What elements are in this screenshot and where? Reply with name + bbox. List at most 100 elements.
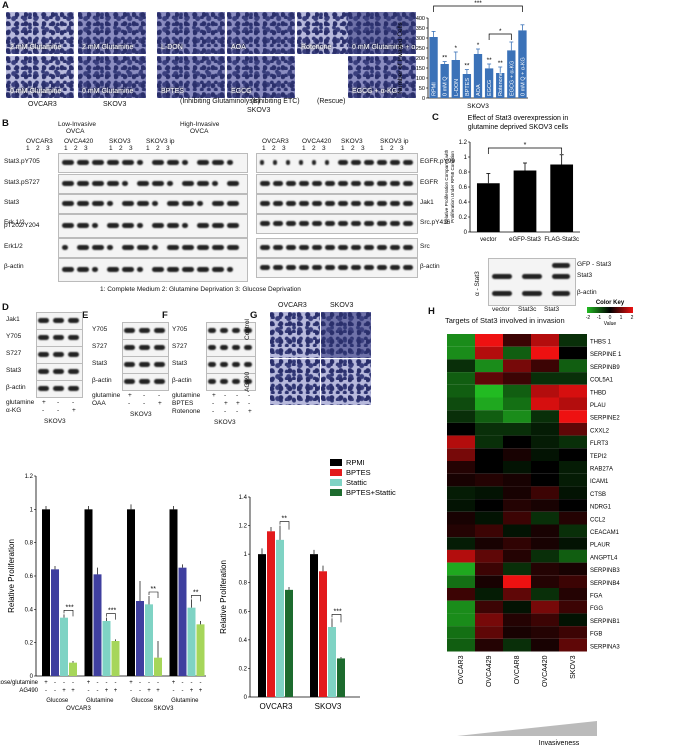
heatmap-row-label: RAB27A xyxy=(590,467,613,473)
band xyxy=(220,345,228,350)
band xyxy=(182,245,194,250)
band xyxy=(38,386,49,391)
panel-b-legend: 1: Complete Medium 2: Glutamine Deprivat… xyxy=(100,286,301,293)
y-tick-label: 0.2 xyxy=(239,666,248,672)
heatmap-cell xyxy=(475,384,503,398)
def-row-label: β-actin xyxy=(92,377,112,384)
band xyxy=(351,201,361,206)
heatmap-cell xyxy=(531,562,559,576)
cell-label: SKOV3 xyxy=(153,706,174,712)
heatmap-col-label: SKOV3 xyxy=(570,655,577,678)
caption-skov3-a-group: SKOV3 xyxy=(247,107,271,114)
b-right-row-label: Jak1 xyxy=(420,199,434,206)
band xyxy=(492,291,512,296)
condition-sign: - xyxy=(72,680,74,686)
b-right-row-label: EGFR xyxy=(420,179,439,186)
bar xyxy=(187,607,196,676)
y-axis-label: Relative Proliferation xyxy=(7,539,16,613)
band xyxy=(122,160,134,165)
band xyxy=(68,369,79,374)
c-blot-lane-label: vector xyxy=(492,306,510,313)
condition-sign: + xyxy=(62,688,66,694)
a-micrograph: L-DON xyxy=(157,12,225,54)
a-micrograph-label: 0 mM Glutamine xyxy=(10,88,62,95)
y-tick-label: 0.8 xyxy=(239,581,248,587)
heatmap-cell xyxy=(559,384,587,398)
band xyxy=(227,160,233,165)
group-label: Glutamine xyxy=(86,698,114,704)
band xyxy=(338,181,348,186)
b-lane-left: 3 xyxy=(46,145,50,152)
band xyxy=(208,328,216,333)
heatmap-cell xyxy=(531,359,559,373)
def-cond-value: + xyxy=(42,399,46,406)
legend-label: RPMI xyxy=(346,458,365,467)
category-label: 0 mM Q + α-KG xyxy=(520,57,526,96)
c-blot-row-label: Stat3 xyxy=(577,272,593,279)
band xyxy=(62,245,68,250)
heatmap-cell xyxy=(531,499,559,512)
band xyxy=(312,221,322,226)
def-row-label: β-actin xyxy=(6,384,26,391)
caption-rescue: (Rescue) xyxy=(317,98,346,105)
panel-label-f: F xyxy=(162,310,168,321)
band xyxy=(552,291,570,296)
band xyxy=(299,201,309,206)
b-right-blot-strip xyxy=(256,174,418,194)
band xyxy=(182,201,194,206)
a-micrograph-label: L-DON xyxy=(161,44,183,51)
condition-sign: - xyxy=(54,680,56,686)
band xyxy=(38,318,49,323)
condition-sign: - xyxy=(97,688,99,694)
band xyxy=(68,352,79,357)
row-label: AG490 xyxy=(19,688,38,694)
band xyxy=(107,223,119,228)
heatmap-cell xyxy=(447,588,475,601)
heatmap-cell xyxy=(475,397,503,411)
band xyxy=(124,379,135,384)
band xyxy=(152,267,164,272)
y-axis-label: Relative Proliferation Compared with xyxy=(444,149,449,224)
c-blot-row-label: GFP - Stat3 xyxy=(577,261,612,268)
b-left-row-label: Erk 1/2 xyxy=(4,219,25,226)
band xyxy=(227,267,233,272)
def-cond-value: - xyxy=(224,392,227,399)
def-cond-label: glutamine xyxy=(172,392,201,399)
b-lane-right: 2 xyxy=(312,145,316,152)
b-lane-right: 3 xyxy=(282,145,286,152)
def-cond-value: + xyxy=(212,392,216,399)
band xyxy=(232,345,240,350)
band xyxy=(232,379,240,384)
legend-label: Stattic xyxy=(346,478,367,487)
band xyxy=(364,160,374,165)
band xyxy=(260,201,270,206)
band xyxy=(338,265,348,270)
def-cond-label: BPTES xyxy=(172,400,194,407)
bar xyxy=(328,627,336,697)
significance-bracket xyxy=(488,33,512,40)
b-left-row-label: Stat3.pY705 xyxy=(4,158,40,165)
band xyxy=(152,223,164,228)
band xyxy=(137,201,149,206)
band xyxy=(220,328,228,333)
condition-sign: + xyxy=(114,688,118,694)
a-micrograph-label: BPTES xyxy=(161,88,184,95)
heatmap-cell xyxy=(475,486,503,500)
heatmap-cell xyxy=(559,562,587,576)
band xyxy=(227,181,239,186)
significance-label: *** xyxy=(474,0,482,7)
significance-label: *** xyxy=(108,608,116,615)
bar xyxy=(310,554,318,697)
heatmap-cell xyxy=(503,435,531,449)
caption-skov3-a: SKOV3 xyxy=(103,101,127,108)
band xyxy=(38,369,49,374)
y-tick-label: 300 xyxy=(416,36,425,42)
heatmap-cell xyxy=(475,473,503,487)
category-label: OVCAR3 xyxy=(260,702,293,711)
def-cond-value: - xyxy=(57,407,60,414)
band xyxy=(227,245,239,250)
condition-sign: + xyxy=(190,688,194,694)
b-lane-left: 2 xyxy=(119,145,123,152)
condition-sign: + xyxy=(156,688,160,694)
c-blot-box xyxy=(488,258,576,306)
